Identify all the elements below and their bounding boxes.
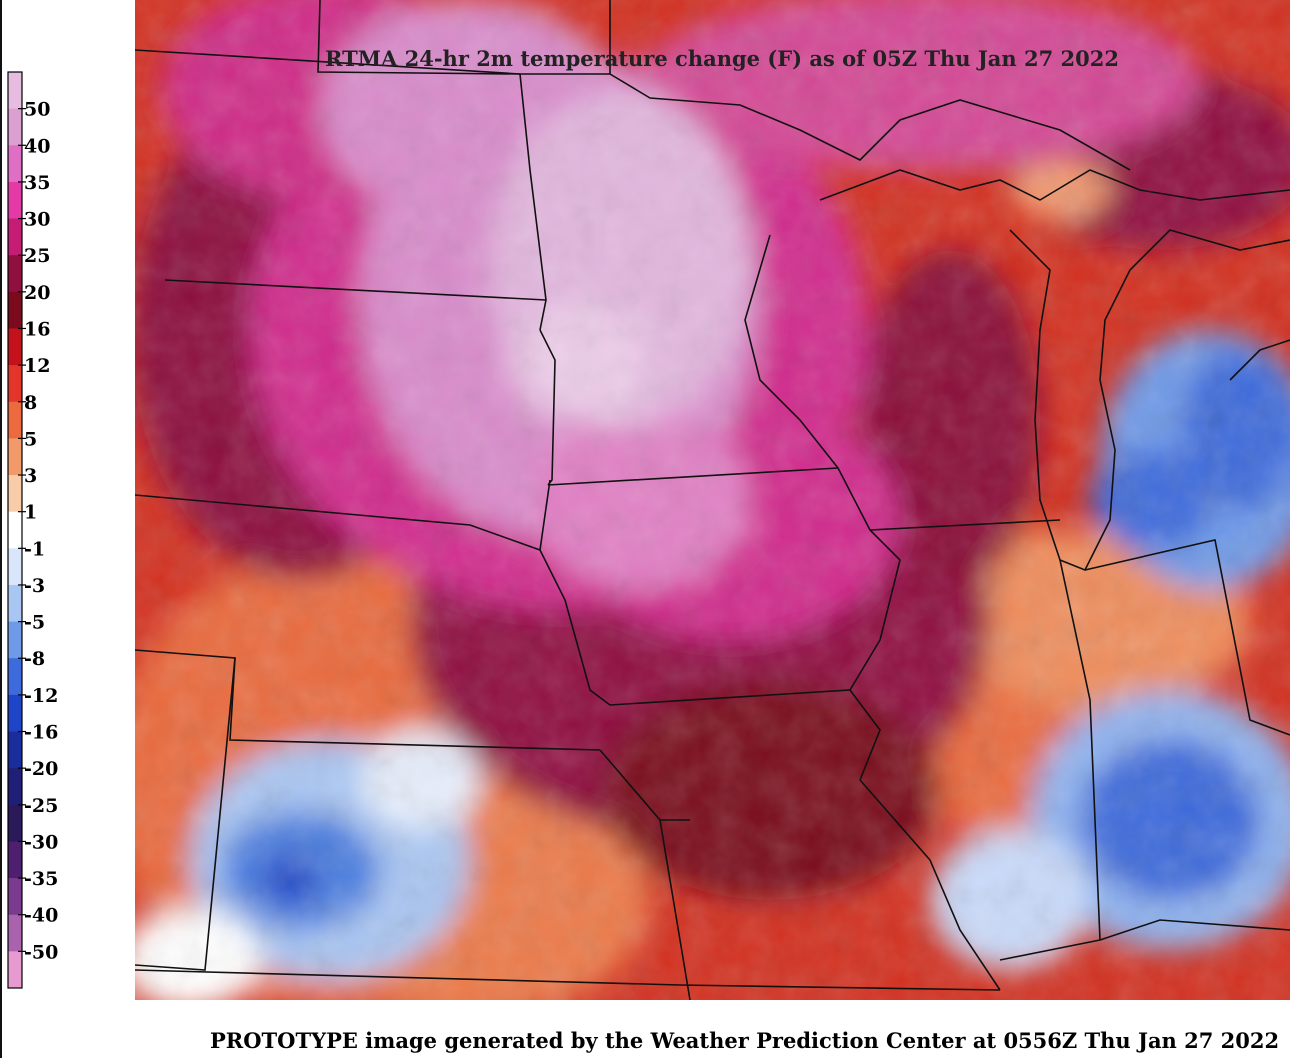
legend-swatch xyxy=(8,658,22,696)
footer-caption: PROTOTYPE image generated by the Weather… xyxy=(210,1028,1280,1053)
legend-swatch xyxy=(8,438,22,476)
legend-label: 3 xyxy=(24,465,37,487)
legend-label: 16 xyxy=(24,318,50,340)
legend-swatch xyxy=(8,914,22,952)
legend-swatch xyxy=(8,145,22,183)
legend-swatch xyxy=(8,878,22,916)
legend-swatch xyxy=(8,475,22,513)
legend-swatch xyxy=(8,511,22,549)
legend-swatch xyxy=(8,218,22,256)
legend-label: 25 xyxy=(24,245,50,267)
legend-label: 35 xyxy=(24,172,50,194)
map-field: RTMA 24-hr 2m temperature change (F) as … xyxy=(135,0,1290,1000)
legend-swatch xyxy=(8,291,22,329)
legend-label: -1 xyxy=(24,538,45,560)
state-boundaries xyxy=(135,0,1290,1000)
map-title: RTMA 24-hr 2m temperature change (F) as … xyxy=(325,46,1119,71)
legend-label: 1 xyxy=(24,502,37,524)
legend-label: -12 xyxy=(24,685,58,707)
legend-label: -35 xyxy=(24,868,58,890)
legend-swatch xyxy=(8,255,22,293)
legend-label: -8 xyxy=(24,648,45,670)
legend-swatch xyxy=(8,108,22,146)
legend-swatch xyxy=(8,328,22,366)
legend-label: -30 xyxy=(24,831,58,853)
legend-swatch xyxy=(8,365,22,403)
legend-swatch xyxy=(8,841,22,879)
legend-label: -5 xyxy=(24,612,45,634)
left-border xyxy=(0,0,2,1058)
legend-swatch xyxy=(8,548,22,586)
legend-swatch xyxy=(8,181,22,220)
legend-swatch xyxy=(8,401,22,439)
legend-swatch xyxy=(8,621,22,659)
legend-label: 12 xyxy=(24,355,50,377)
legend-label: 20 xyxy=(24,282,50,304)
legend-frame xyxy=(7,71,23,989)
legend-swatch xyxy=(8,768,22,806)
legend-label: -40 xyxy=(24,905,58,927)
legend-swatch xyxy=(8,694,22,733)
legend-label: -20 xyxy=(24,758,58,780)
legend-label: 30 xyxy=(24,209,50,231)
legend-label: -16 xyxy=(24,722,58,744)
legend-swatch xyxy=(8,804,22,842)
legend-label: -50 xyxy=(24,941,58,963)
legend-label: 40 xyxy=(24,135,50,157)
color-legend: 50 40 35 30 25 20 16 12 8 5 3 1 -1 -3 -5 -8 -12 -16 -20 -25… xyxy=(7,71,58,989)
legend-swatch xyxy=(8,951,22,989)
legend-label: -3 xyxy=(24,575,45,597)
legend-label: 50 xyxy=(24,99,50,121)
legend-label: -25 xyxy=(24,795,58,817)
legend-swatch xyxy=(8,731,22,769)
legend-label: 5 xyxy=(24,428,37,450)
legend-swatch xyxy=(8,72,22,110)
legend-swatch xyxy=(8,584,22,623)
legend-label: 8 xyxy=(24,392,37,414)
